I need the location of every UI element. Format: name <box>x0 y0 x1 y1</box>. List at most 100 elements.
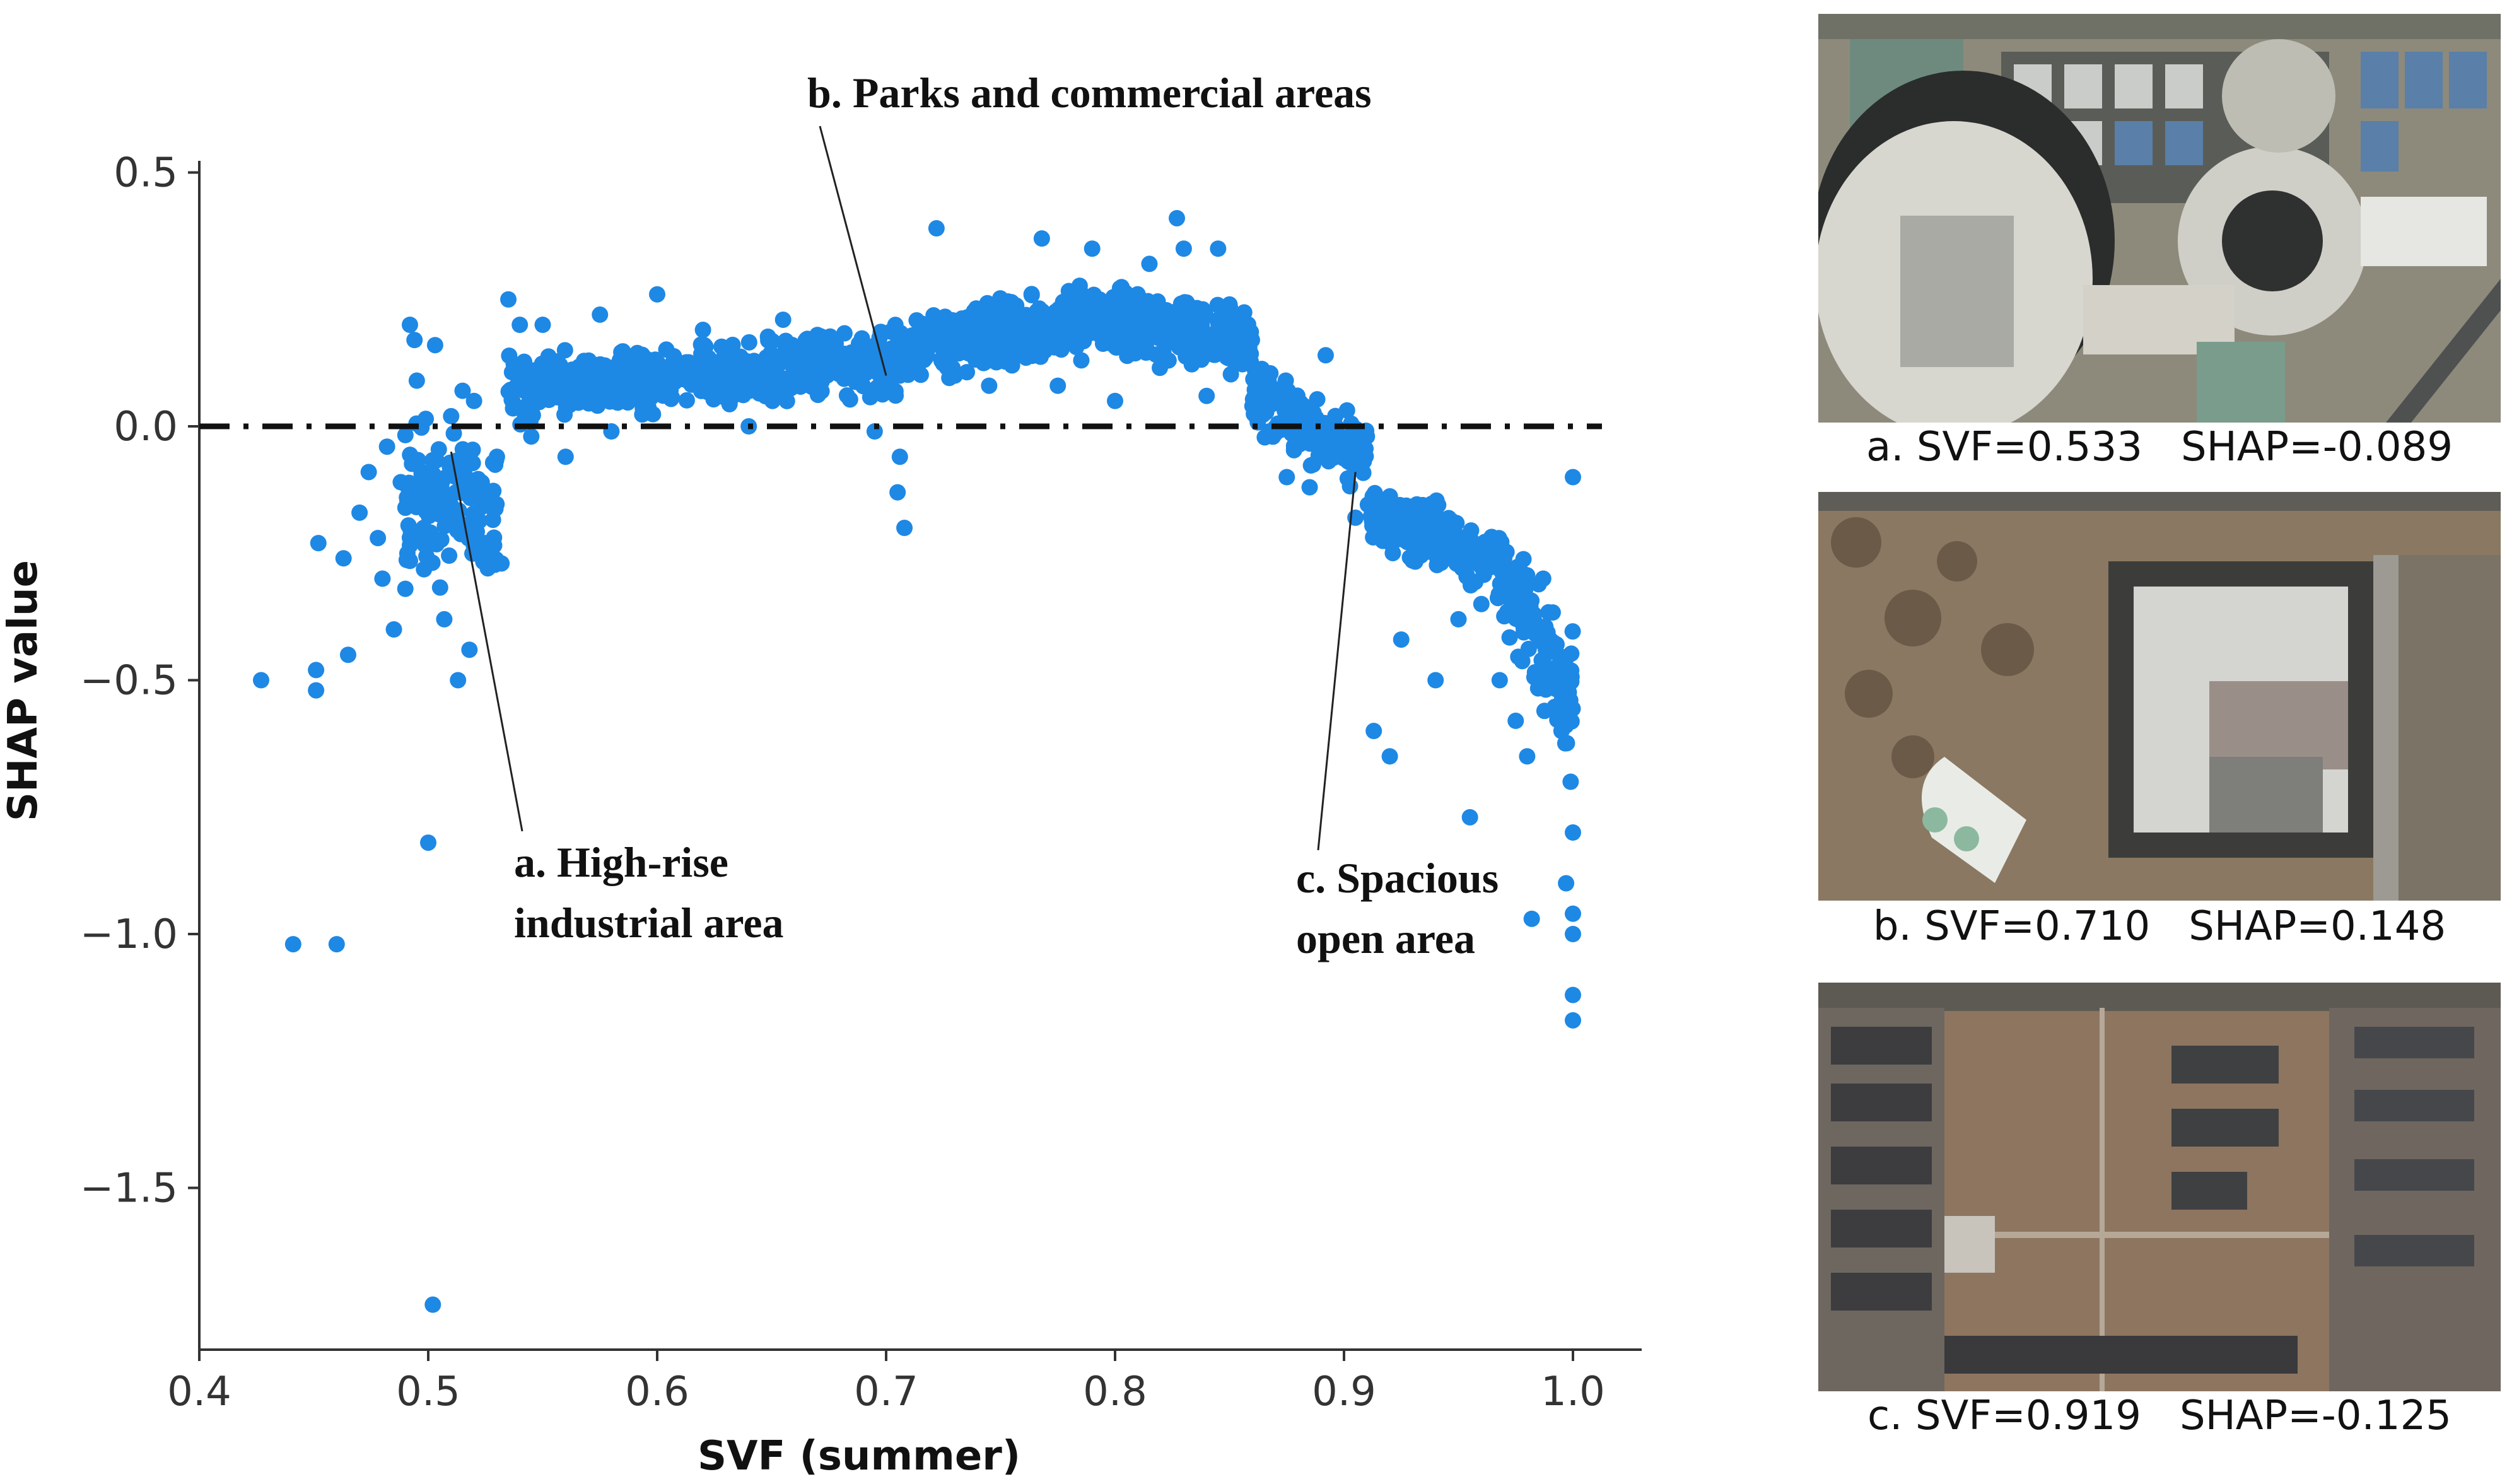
scatter-point <box>1164 311 1181 328</box>
scatter-point <box>949 320 966 337</box>
scatter-point <box>1084 240 1101 257</box>
scatter-point <box>1000 318 1017 335</box>
scatter-point <box>855 378 872 395</box>
scatter-point <box>1246 361 1263 378</box>
scatter-point <box>1154 347 1171 364</box>
scatter-point <box>1317 347 1334 364</box>
scatter-point <box>1481 538 1498 555</box>
scatter-point <box>617 383 634 400</box>
scatter-point <box>592 306 609 323</box>
scatter-point <box>1143 324 1160 341</box>
scatter-point <box>985 333 1002 350</box>
scatter-point <box>1278 469 1295 486</box>
scatter-point <box>1563 645 1580 662</box>
scatter-point <box>385 621 402 638</box>
scatter-point <box>1073 352 1090 369</box>
scatter-point <box>1431 531 1448 548</box>
scatter-point <box>1380 534 1397 551</box>
satellite-image-a <box>1818 14 2501 423</box>
scatter-point <box>518 397 535 414</box>
scatter-point <box>1464 554 1481 571</box>
scatter-point <box>1314 435 1331 452</box>
annotation-a-leader <box>450 451 523 832</box>
scatter-point <box>769 366 786 383</box>
scatter-point <box>656 371 673 389</box>
scatter-point <box>1441 510 1458 527</box>
scatter-point <box>981 377 998 394</box>
scatter-point <box>850 353 867 370</box>
scatter-point <box>1073 326 1090 343</box>
scatter-point <box>339 646 356 663</box>
scatter-point <box>1295 428 1312 445</box>
scatter-point <box>821 365 838 382</box>
scatter-point <box>416 536 433 553</box>
scatter-point <box>477 535 494 552</box>
scatter-point <box>1381 748 1398 765</box>
y-tick-label: −1.5 <box>80 1166 178 1212</box>
scatter-point <box>1198 387 1215 404</box>
scatter-point <box>253 672 270 689</box>
scatter-point <box>500 291 517 308</box>
scatter-point <box>469 523 486 540</box>
scatter-point <box>1209 296 1226 313</box>
scatter-point <box>1496 561 1513 578</box>
scatter-points <box>253 209 1581 1313</box>
scatter-point <box>1564 623 1581 640</box>
scatter-point <box>416 561 433 578</box>
scatter-point <box>556 342 573 359</box>
scatter-point <box>445 425 462 442</box>
scatter-point <box>696 376 713 393</box>
scatter-point <box>1507 712 1524 729</box>
scatter-point <box>534 317 551 333</box>
scatter-point <box>1175 240 1192 257</box>
scatter-point <box>1491 672 1508 689</box>
scatter-point <box>1353 441 1370 458</box>
scatter-point <box>420 834 436 851</box>
scatter-point <box>1565 824 1581 841</box>
scatter-point <box>418 503 435 520</box>
scatter-point <box>1137 337 1154 354</box>
scatter-point <box>1509 587 1526 604</box>
scatter-point <box>617 353 634 370</box>
scatter-point <box>1533 651 1550 669</box>
scatter-point <box>1068 339 1085 356</box>
annotation-b-leader <box>819 126 887 376</box>
scatter-point <box>1341 478 1359 495</box>
scatter-point <box>1365 723 1382 739</box>
scatter-point <box>1179 300 1196 317</box>
scatter-point <box>401 537 418 554</box>
scatter-point <box>433 531 450 548</box>
scatter-point <box>887 317 904 334</box>
scatter-point <box>1461 809 1478 826</box>
scatter-point <box>751 385 768 402</box>
scatter-point <box>1529 627 1546 644</box>
scatter-point <box>1304 456 1321 473</box>
caption-b: b. SVF=0.710 SHAP=0.148 <box>1873 903 2446 950</box>
scatter-point <box>511 317 529 333</box>
scatter-point <box>809 327 826 344</box>
scatter-point <box>640 378 657 395</box>
scatter-point <box>450 672 467 689</box>
y-tick-label: 0.5 <box>114 150 178 197</box>
scatter-point <box>1222 366 1239 383</box>
annotation-c-leader <box>1317 472 1357 851</box>
scatter-point <box>335 550 352 567</box>
scatter-point <box>1557 735 1574 752</box>
scatter-point <box>1448 555 1465 572</box>
scatter-point <box>1183 356 1200 373</box>
scatter-point <box>433 476 450 493</box>
scatter-point <box>697 338 714 355</box>
scatter-point <box>1565 1012 1581 1029</box>
scatter-point <box>777 348 794 365</box>
scatter-point <box>880 383 897 400</box>
scatter-point <box>308 662 325 679</box>
scatter-point <box>1023 286 1040 303</box>
scatter-point <box>430 441 447 458</box>
scatter-point <box>1258 389 1275 406</box>
scatter-point <box>1367 509 1384 526</box>
scatter-point <box>1244 397 1261 414</box>
annotation-a-label: industrial area <box>514 899 784 947</box>
scatter-point <box>1473 595 1490 612</box>
scatter-point <box>1534 570 1552 587</box>
scatter-point <box>547 377 564 394</box>
